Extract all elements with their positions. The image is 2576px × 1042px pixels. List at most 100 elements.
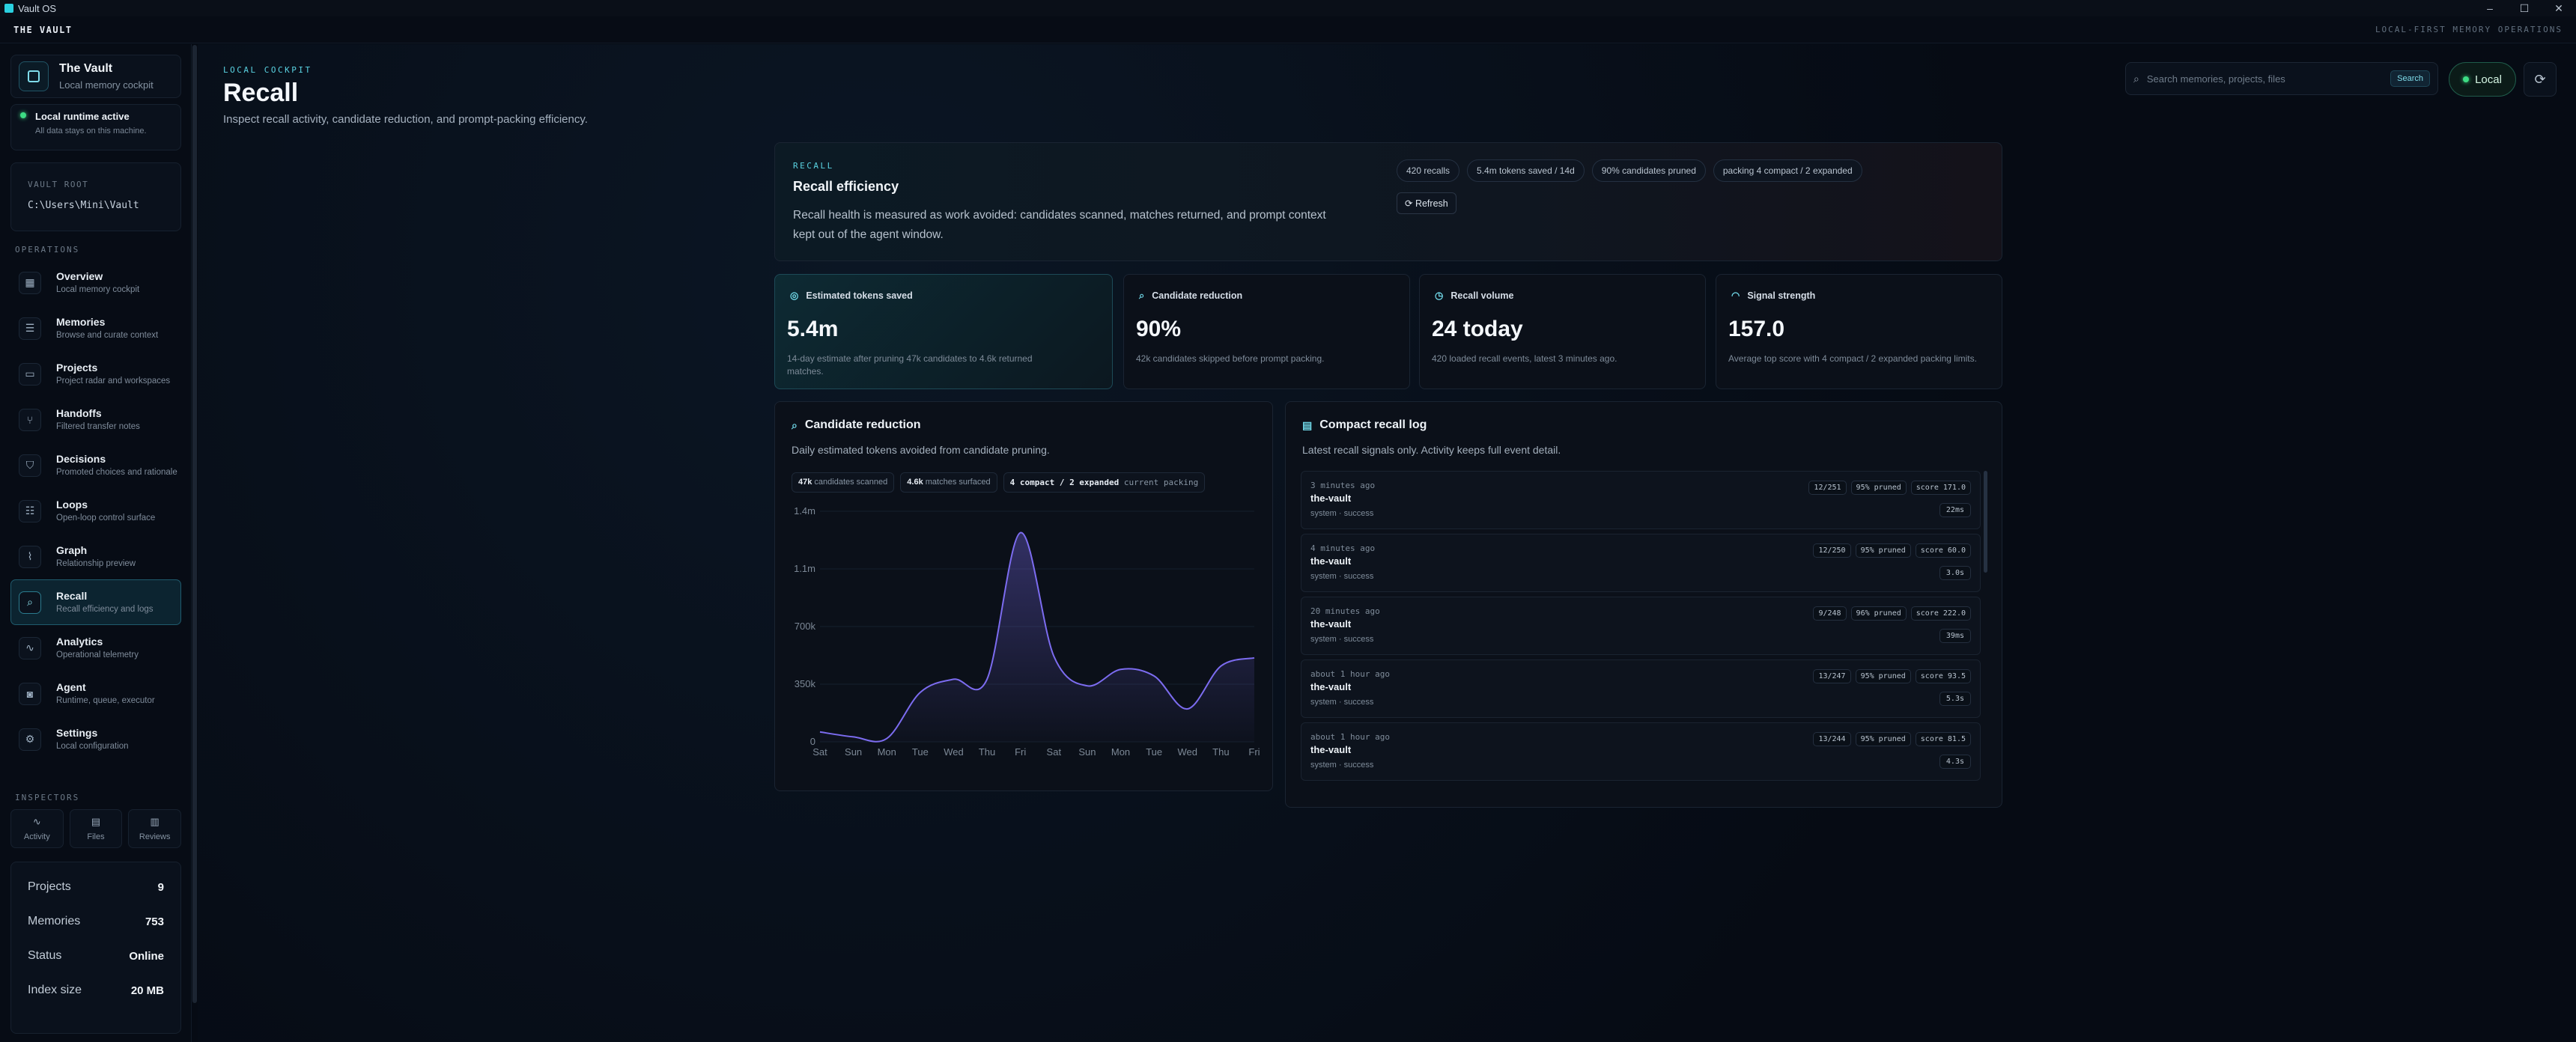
x-tick-label: Sat [1047,746,1062,758]
log-row[interactable]: 20 minutes ago the-vault system · succes… [1301,597,1981,655]
search-button[interactable]: Search [2390,70,2430,87]
activity-icon: ∿ [32,816,41,827]
page-subtitle: Inspect recall activity, candidate reduc… [223,113,588,126]
page-kicker: LOCAL COCKPIT [223,65,312,75]
metric-value: 90% [1136,317,1182,341]
folder-icon: ▭ [19,362,41,386]
sidebar-item-label: Analytics [56,636,103,648]
window-title: Vault OS [18,2,57,14]
inspector-label: Files [87,832,105,841]
candidate-tag: 4.6k matches surfaced [900,472,997,493]
sidebar-item-subtitle: Operational telemetry [56,651,139,659]
sidebar-item-label: Handoffs [56,407,102,419]
signal-strength-card: ◠ Signal strength 157.0 Average top score… [1716,274,2002,389]
sidebar-item-analytics[interactable]: ∿ Analytics Operational telemetry [10,625,181,671]
hero-chip: packing 4 compact / 2 expanded [1713,159,1862,182]
log-duration: 4.3s [1939,755,1971,769]
sidebar-item-subtitle: Runtime, queue, executor [56,696,155,705]
sidebar-item-handoffs[interactable]: ⑂ Handoffs Filtered transfer notes [10,397,181,442]
series-area [820,532,1254,742]
refresh-button[interactable]: ⟳ Refresh [1397,192,1456,214]
sidebar-item-subtitle: Local memory cockpit [56,285,140,294]
log-duration: 39ms [1939,629,1971,643]
log-row[interactable]: 3 minutes ago the-vault system · success… [1301,471,1981,529]
metric-label: Candidate reduction [1152,290,1243,301]
branch-icon: ⑂ [19,408,41,431]
log-tag: 9/248 [1813,606,1847,621]
menubar: THE VAULT LOCAL-FIRST MEMORY OPERATIONS [0,16,2576,43]
candidate-tag-value: 47k [798,478,812,487]
metric-note: 420 loaded recall events, latest 3 minut… [1432,353,1617,364]
log-project: the-vault [1310,744,1352,755]
refresh-label: Refresh [1415,198,1448,209]
log-tag: score 93.5 [1915,669,1971,683]
log-icon: ▤ [1302,418,1313,431]
runtime-dot-icon [20,112,26,118]
log-tag: 12/250 [1813,543,1851,558]
x-tick-label: Sun [1078,746,1096,758]
stat-row: Projects 9 [28,870,164,904]
hero-chips: 420 recalls 5.4m tokens saved / 14d 90% ca… [1397,159,1862,182]
sidebar-item-projects[interactable]: ▭ Projects Project radar and workspaces [10,351,181,397]
log-duration: 3.0s [1939,566,1971,580]
search-input[interactable] [2146,73,2391,85]
inspector-reviews-button[interactable]: ▥ Reviews [128,809,182,848]
operations-heading: OPERATIONS [15,245,80,255]
sidebar-nav: ▦ Overview Local memory cockpit ☰ Memorie… [10,260,181,762]
recall-volume-card: ◷ Recall volume 24 today 420 loaded recal… [1419,274,1706,389]
x-tick-label: Fri [1015,746,1026,758]
stat-key: Memories [28,915,81,927]
hero-description: Recall health is measured as work avoide… [793,209,1326,241]
metric-label: Signal strength [1747,290,1816,301]
log-duration: 5.3s [1939,692,1971,706]
activity-icon: ∿ [19,636,41,659]
inspector-files-button[interactable]: ▤ Files [69,809,123,848]
hero-chip: 420 recalls [1397,159,1460,182]
sidebar-item-settings[interactable]: ⚙ Settings Local configuration [10,716,181,762]
sidebar-item-overview[interactable]: ▦ Overview Local memory cockpit [10,260,181,305]
target-icon: ◎ [790,290,799,301]
metric-value: 5.4m [787,317,839,341]
log-row[interactable]: about 1 hour ago the-vault system · succ… [1301,659,1981,718]
search-icon: ⌕ [2133,72,2139,85]
minimize-button[interactable]: – [2487,2,2493,14]
sidebar-item-recall[interactable]: ⌕ Recall Recall efficiency and logs [10,579,181,625]
sidebar-scrollbar[interactable] [192,45,197,1003]
hero-kicker: RECALL [793,161,834,171]
sidebar-item-decisions[interactable]: ⛉ Decisions Promoted choices and rationa… [10,442,181,488]
recall-efficiency-panel: RECALL Recall efficiency Recall health i… [774,142,2002,261]
log-source: system · success [1310,572,1374,581]
candidate-description: Daily estimated tokens avoided from cand… [792,444,1050,456]
maximize-button[interactable]: ☐ [2519,2,2530,14]
candidate-tag-label: current packing [1123,478,1199,487]
log-tag: 12/251 [1808,481,1847,495]
tokens-saved-card: ◎ Estimated tokens saved 5.4m 14-day esti… [774,274,1113,389]
log-tag: score 171.0 [1910,481,1971,495]
close-button[interactable]: ✕ [2554,2,2563,14]
sidebar-item-loops[interactable]: ☷ Loops Open-loop control surface [10,488,181,534]
candidate-reduction-chart: 0 350k 700k 1.1m 1.4m Sat Sun Mon Tue Wed Thu Fri Sa… [794,505,1260,758]
sidebar-item-label: Overview [56,270,103,282]
sidebar-item-graph[interactable]: ⌇ Graph Relationship preview [10,534,181,579]
log-time: 20 minutes ago [1310,606,1380,616]
y-tick-label: 700k [795,621,816,632]
gauge-icon: ◠ [1731,290,1740,301]
log-time: 3 minutes ago [1310,481,1376,490]
log-scrollbar[interactable] [1984,471,1987,573]
y-tick-label: 350k [795,678,816,689]
refresh-icon[interactable]: ⟳ [2524,62,2557,97]
sidebar-item-memories[interactable]: ☰ Memories Browse and curate context [10,305,181,351]
search-icon: ⌕ [19,591,41,614]
log-row[interactable]: about 1 hour ago the-vault system · succ… [1301,722,1981,781]
log-row[interactable]: 4 minutes ago the-vault system · success… [1301,534,1981,592]
sidebar: The Vault Local memory cockpit Local run… [0,44,192,1042]
stat-key: Status [28,949,62,962]
stat-row: Status Online [28,939,164,973]
search-icon: ⌕ [792,418,798,431]
local-mode-pill[interactable]: Local [2449,62,2516,97]
sidebar-item-agent[interactable]: ◙ Agent Runtime, queue, executor [10,671,181,716]
log-tag: 95% pruned [1855,669,1911,683]
candidate-title: Candidate reduction [804,418,921,431]
inspector-activity-button[interactable]: ∿ Activity [10,809,64,848]
database-icon: ☰ [19,317,41,340]
